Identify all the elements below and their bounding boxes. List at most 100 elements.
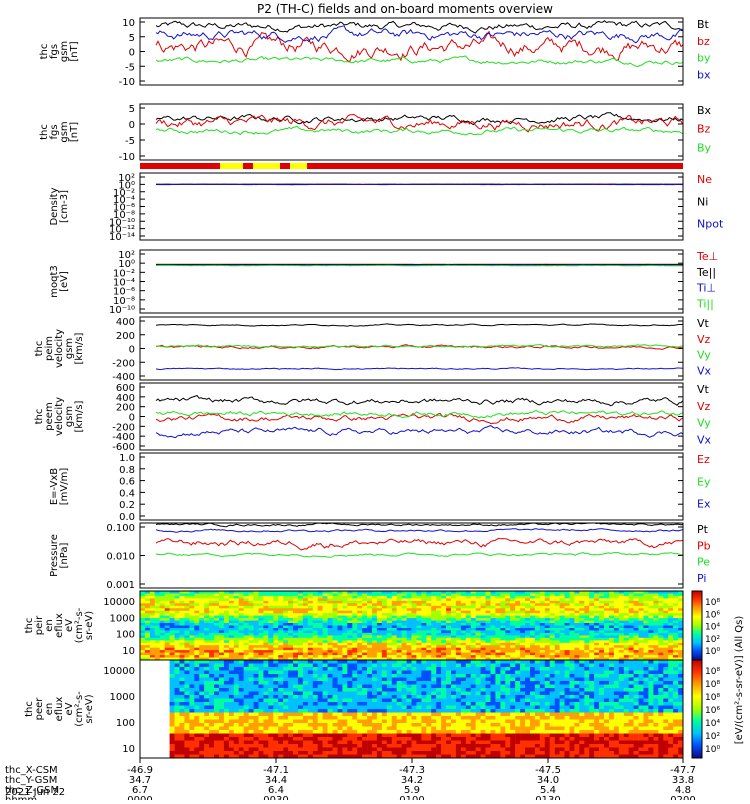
heatmap-cell [599,613,604,616]
heatmap-cell [397,671,402,675]
heatmap-cell [653,601,658,604]
heatmap-cell [367,737,372,741]
heatmap-cell [456,596,461,599]
heatmap-cell [362,635,367,638]
heatmap-cell [313,667,318,671]
heatmap-cell [318,734,323,738]
heatmap-cell [278,603,283,606]
heatmap-cell [658,616,663,619]
heatmap-cell [426,674,431,678]
heatmap-cell [426,660,431,664]
heatmap-cell [150,671,155,675]
heatmap-cell [668,618,673,621]
heatmap-cell [658,596,663,599]
heatmap-cell [362,751,367,755]
heatmap-cell [189,594,194,597]
heatmap-cell [535,630,540,633]
y-tick-label: 10⁻¹⁴ [109,232,135,243]
heatmap-cell [619,648,624,651]
heatmap-cell [426,702,431,706]
heatmap-cell [209,685,214,689]
heatmap-cell [352,671,357,675]
heatmap-cell [673,601,678,604]
heatmap-cell [259,596,264,599]
heatmap-cell [298,648,303,651]
heatmap-cell [184,638,189,641]
heatmap-cell [673,653,678,656]
heatmap-cell [342,628,347,631]
heatmap-cell [303,709,308,713]
heatmap-cell [278,635,283,638]
heatmap-cell [451,611,456,614]
heatmap-cell [570,630,575,633]
heatmap-cell [219,640,224,643]
heatmap-cell [214,643,219,646]
heatmap-cell [663,613,668,616]
heatmap-cell [431,630,436,633]
heatmap-cell [510,643,515,646]
heatmap-cell [155,648,160,651]
heatmap-cell [421,678,426,682]
heatmap-cell [199,621,204,624]
heatmap-cell [426,618,431,621]
heatmap-cell [342,748,347,752]
heatmap-cell [160,638,165,641]
heatmap-cell [392,640,397,643]
heatmap-cell [362,628,367,631]
heatmap-cell [579,633,584,636]
heatmap-cell [140,695,145,699]
heatmap-cell [648,628,653,631]
heatmap-cell [313,727,318,731]
y-tick-label: 0.2 [119,500,135,511]
heatmap-cell [298,660,303,664]
heatmap-cell [140,635,145,638]
heatmap-cell [446,606,451,609]
heatmap-cell [204,674,209,678]
heatmap-cell [328,635,333,638]
heatmap-cell [594,594,599,597]
heatmap-cell [648,643,653,646]
heatmap-cell [145,618,150,621]
heatmap-cell [165,681,170,685]
heatmap-cell [254,638,259,641]
series-line-Vt [156,396,683,406]
heatmap-cell [199,655,204,658]
heatmap-cell [614,648,619,651]
heatmap-cell [653,635,658,638]
heatmap-cell [412,606,417,609]
heatmap-cell [214,751,219,755]
heatmap-cell [668,653,673,656]
heatmap-cell [239,730,244,734]
heatmap-cell [392,723,397,727]
heatmap-cell [259,608,264,611]
heatmap-cell [165,638,170,641]
heatmap-cell [175,720,180,724]
heatmap-cell [663,623,668,626]
heatmap-cell [263,608,268,611]
heatmap-cell [357,616,362,619]
heatmap-cell [273,741,278,745]
heatmap-cell [367,603,372,606]
heatmap-cell [293,720,298,724]
heatmap-cell [515,626,520,629]
heatmap-cell [165,699,170,703]
heatmap-cell [407,601,412,604]
heatmap-cell [229,648,234,651]
heatmap-cell [288,623,293,626]
heatmap-cell [644,623,649,626]
heatmap-cell [328,699,333,703]
heatmap-cell [372,744,377,748]
heatmap-cell [392,709,397,713]
heatmap-cell [471,630,476,633]
heatmap-cell [184,611,189,614]
heatmap-cell [466,630,471,633]
heatmap-cell [387,626,392,629]
heatmap-cell [471,638,476,641]
heatmap-cell [165,648,170,651]
heatmap-cell [244,594,249,597]
heatmap-cell [367,751,372,755]
heatmap-cell [293,645,298,648]
heatmap-cell [189,601,194,604]
heatmap-cell [140,616,145,619]
heatmap-cell [298,643,303,646]
